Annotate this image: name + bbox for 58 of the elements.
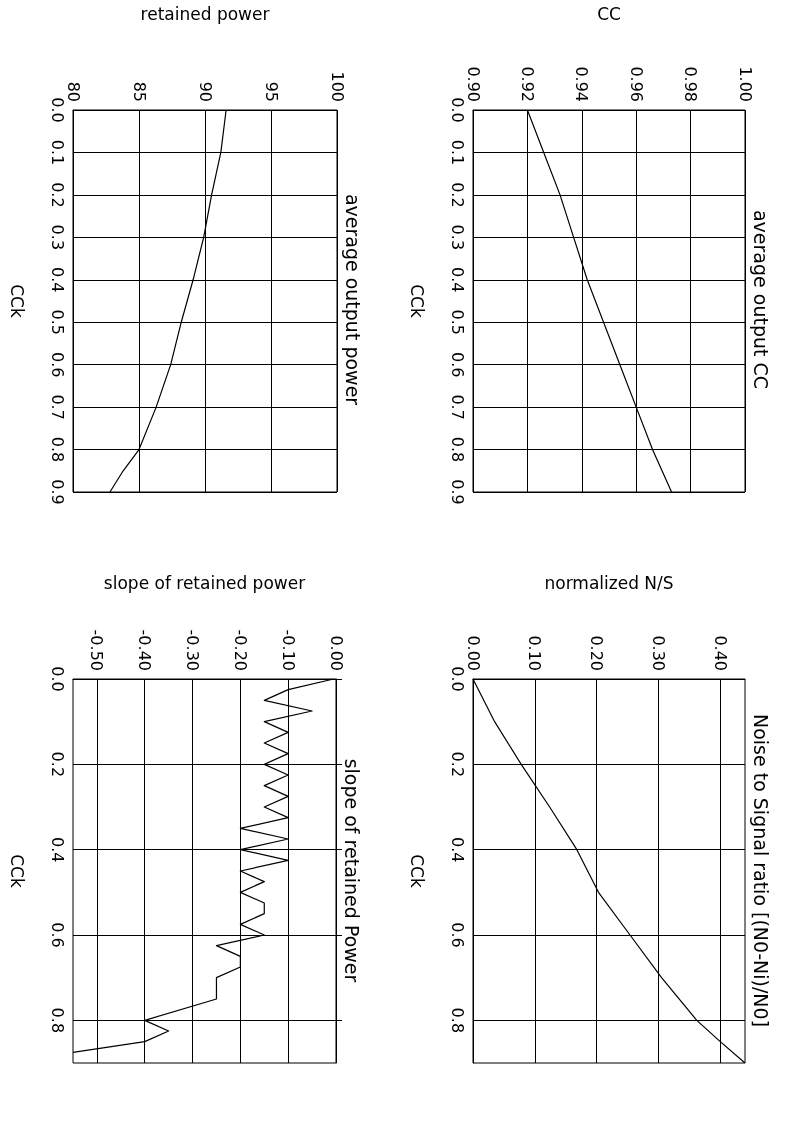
y-tick-label: 0.6	[447, 351, 467, 378]
x-tick-label: 0.92	[517, 66, 537, 102]
x-tick-label: 0.98	[681, 66, 701, 102]
x-tick-label: 0.40	[710, 635, 730, 671]
y-tick-label: 0.6	[47, 351, 67, 378]
x-axis-title: slope of retained power	[103, 572, 306, 593]
y-tick-label: 0.9	[47, 479, 67, 505]
y-tick-label: 0.8	[47, 436, 67, 463]
x-tick-label: 0.10	[525, 635, 545, 671]
x-tick-label: 100	[327, 71, 347, 102]
y-tick-label: 0.3	[447, 224, 467, 251]
text: average output power	[342, 193, 364, 406]
y-tick-label: 0.6	[447, 922, 467, 948]
y-tick-label: 0.3	[47, 224, 67, 251]
y-tick-label: 0.4	[47, 267, 67, 293]
x-tick-label: 0.30	[648, 635, 668, 671]
y-tick-label: 0.6	[47, 922, 67, 948]
y-tick-label: 0.8	[47, 1007, 67, 1034]
y-tick-label: 0.1	[47, 139, 67, 166]
x-axis-title: CC	[597, 3, 621, 24]
x-tick-label: -0.50	[87, 629, 107, 671]
y-tick-label: 0.7	[447, 394, 467, 420]
x-tick-label: -0.10	[278, 629, 298, 671]
x-tick-label: 0.20	[587, 635, 607, 671]
x-tick-label: 0.94	[572, 66, 592, 102]
y-axis-title: CCk	[406, 284, 427, 318]
y-tick-label: 0.0	[47, 666, 67, 692]
text: average output CC	[750, 209, 772, 390]
x-tick-label: 85	[129, 81, 149, 102]
y-tick-label: 0.8	[447, 1007, 467, 1034]
y-tick-label: 0.2	[447, 182, 467, 208]
x-tick-label: 1.00	[735, 66, 755, 102]
x-axis-title: normalized N/S	[544, 572, 674, 593]
x-tick-label: 90	[195, 81, 215, 102]
x-tick-label: -0.40	[135, 629, 155, 671]
y-tick-label: 0.1	[447, 139, 467, 166]
y-tick-label: 0.2	[47, 751, 67, 778]
x-tick-label: 95	[261, 81, 281, 102]
y-tick-label: 0.7	[47, 394, 67, 420]
text: Noise to Signal ratio [(N0-Ni)/N0]	[750, 713, 772, 1028]
y-tick-label: 0.4	[47, 836, 67, 863]
y-tick-label: 0.2	[47, 182, 67, 208]
y-axis-title: CCk	[6, 284, 27, 318]
x-tick-label: -0.30	[183, 629, 203, 671]
y-axis-title: CCk	[406, 854, 427, 888]
y-axis-title: CCk	[6, 854, 27, 888]
y-tick-label: 0.5	[47, 309, 67, 335]
y-tick-label: 0.4	[447, 267, 467, 293]
text: slope of retained Power	[341, 758, 363, 983]
y-tick-label: 0.5	[447, 309, 467, 335]
y-tick-label: 0.9	[447, 479, 467, 505]
y-tick-label: 0.4	[447, 836, 467, 863]
x-tick-label: 0.96	[626, 66, 646, 102]
x-tick-label: -0.20	[230, 629, 250, 671]
x-axis-title: retained power	[140, 3, 270, 24]
x-tick-label: 0.00	[326, 635, 346, 671]
y-tick-label: 0.8	[447, 436, 467, 463]
y-tick-label: 0.2	[447, 751, 467, 778]
